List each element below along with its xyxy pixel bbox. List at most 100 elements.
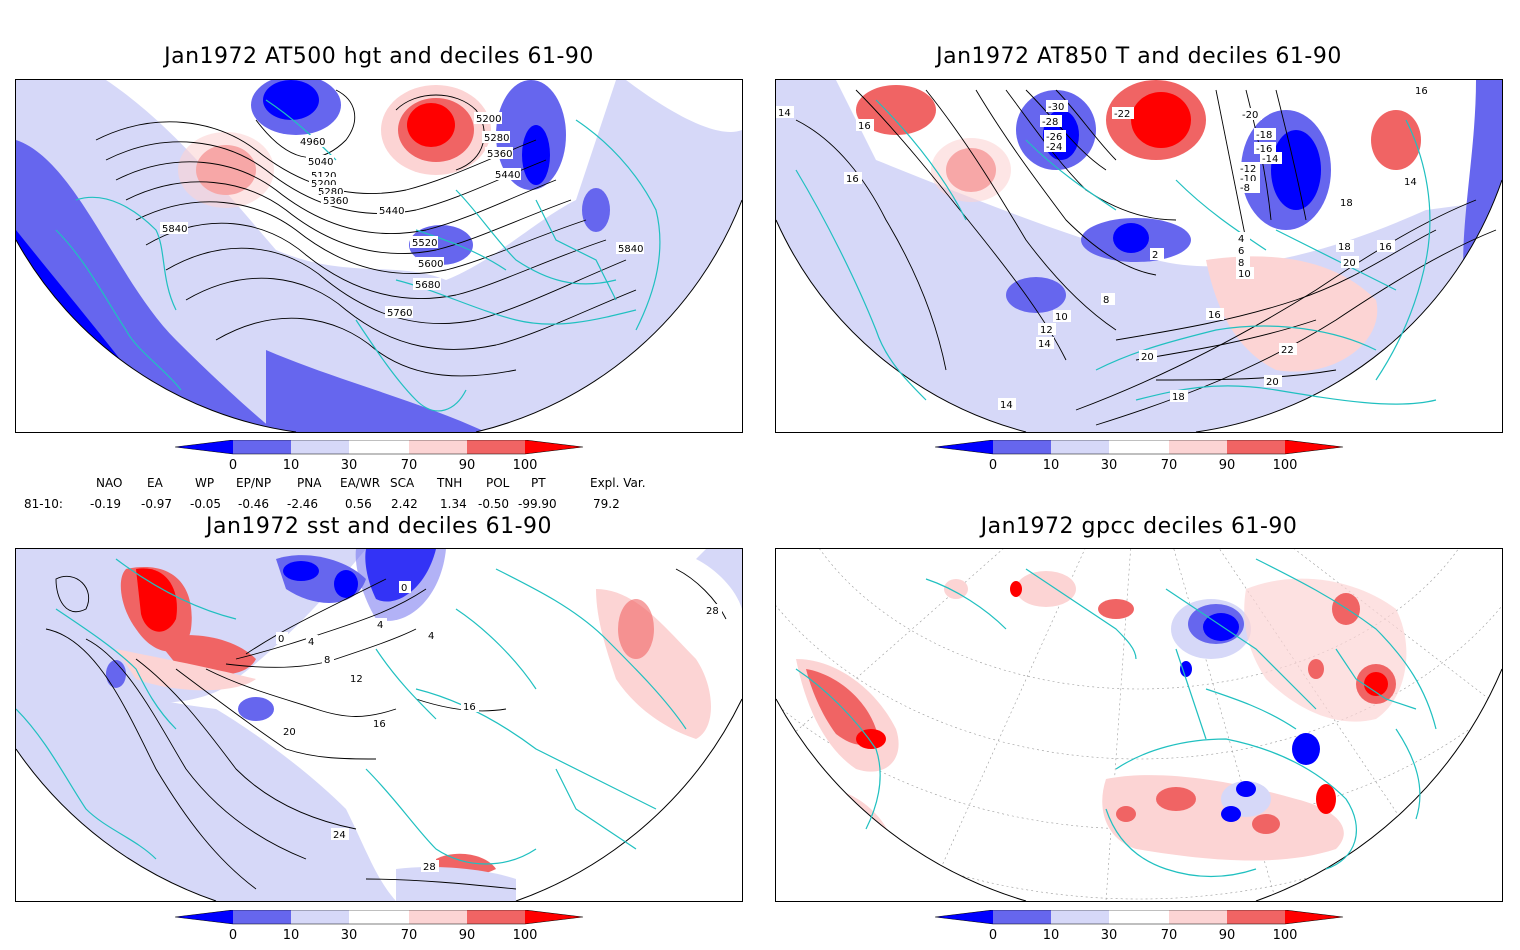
colorbar-swatch xyxy=(1285,440,1343,454)
contour-label: 14 xyxy=(1038,339,1051,350)
contour-label: 18 xyxy=(1338,242,1351,253)
colorbar-swatch xyxy=(291,440,349,454)
map-gpcc-canvas xyxy=(776,549,1502,901)
contour-label: -8 xyxy=(1240,183,1250,194)
colorbar-tick-label: 100 xyxy=(512,928,538,943)
coastlines xyxy=(795,558,1437,878)
colorbar-tick-label: 30 xyxy=(340,928,358,943)
contour-label: -14 xyxy=(1262,154,1278,165)
contour-label: 22 xyxy=(1281,345,1294,356)
colorbar-swatch xyxy=(935,910,993,924)
index-header: EA/WR xyxy=(340,476,381,490)
contour-label: 5360 xyxy=(487,149,512,160)
index-header: EP/NP xyxy=(236,476,272,490)
contour-label: 16 xyxy=(1379,242,1392,253)
colorbar-tick-label: 70 xyxy=(400,928,418,943)
colorbar-tick-label: 30 xyxy=(1100,928,1118,943)
map-hgt500-canvas: 4960 5040 5120 5200 5280 5360 5440 5520 … xyxy=(16,80,742,432)
teleconnection-index-table: NAO EA WP EP/NP PNA EA/WR SCA TNH POL PT… xyxy=(0,476,760,516)
contour-label: 16 xyxy=(846,174,859,185)
index-header: NAO xyxy=(96,476,123,490)
contour-label: 2 xyxy=(1152,250,1158,261)
index-value: 1.34 xyxy=(440,497,467,511)
index-header: WP xyxy=(195,476,215,490)
index-header: PNA xyxy=(297,476,322,490)
index-value: -2.46 xyxy=(287,497,319,511)
colorbar-swatch xyxy=(349,440,409,454)
index-header: SCA xyxy=(390,476,415,490)
colorbar-swatch xyxy=(349,910,409,924)
contour-label: 16 xyxy=(463,702,476,713)
colorbar-swatch xyxy=(233,440,291,454)
map-t850-canvas: 14 16 16 18 16 14 16 18 20 -30 -28 -26 -… xyxy=(776,80,1502,432)
contour-label: -20 xyxy=(1242,110,1258,121)
colorbar-tick-label: 100 xyxy=(1272,458,1298,473)
colorbar-swatch xyxy=(993,440,1051,454)
map-sst: 0 4 8 12 16 20 24 28 0 4 4 16 28 xyxy=(15,548,743,902)
decile-shading xyxy=(16,549,742,901)
contour-label: -30 xyxy=(1048,102,1064,113)
contour-label: -24 xyxy=(1046,142,1062,153)
contour-label: -10 xyxy=(1240,174,1256,185)
colorbar-tick-label: 70 xyxy=(400,458,418,473)
colorbar-top-left: 0 10 30 70 90 100 xyxy=(174,439,585,480)
colorbar-tick-label: 10 xyxy=(1042,928,1060,943)
contour-label: 20 xyxy=(1141,352,1154,363)
panel-title-hgt500: Jan1972 AT500 hgt and deciles 61-90 xyxy=(164,44,594,69)
colorbar-swatch xyxy=(1051,910,1109,924)
colorbar-swatches xyxy=(934,909,1344,925)
contour-label: 28 xyxy=(706,606,719,617)
index-value: 79.2 xyxy=(593,497,620,511)
contour-label: 16 xyxy=(858,121,871,132)
colorbar-swatch xyxy=(233,910,291,924)
contour-label: 6 xyxy=(1238,246,1244,257)
contour-label: 5280 xyxy=(484,133,509,144)
colorbar-swatch xyxy=(993,910,1051,924)
contour-label: 4 xyxy=(428,631,434,642)
index-value: -0.19 xyxy=(90,497,122,511)
contour-label: 14 xyxy=(1404,177,1417,188)
colorbar-swatch xyxy=(291,910,349,924)
contour-label: 5360 xyxy=(323,196,348,207)
contour-label: 4 xyxy=(377,620,383,631)
colorbar-swatch xyxy=(467,910,525,924)
colorbar-bottom-left: 0 10 30 70 90 100 xyxy=(174,909,585,950)
colorbar-tick-label: 90 xyxy=(458,928,476,943)
contour-label: 5280 xyxy=(318,187,343,198)
contour-label: 12 xyxy=(1040,325,1053,336)
index-header: PT xyxy=(531,476,546,490)
colorbar-swatch xyxy=(1227,910,1285,924)
colorbar-top-right: 0 10 30 70 90 100 xyxy=(934,439,1345,480)
colorbar-tick-label: 70 xyxy=(1160,458,1178,473)
temperature-contours xyxy=(795,89,1497,426)
colorbar-tick-label: 70 xyxy=(1160,928,1178,943)
colorbar-tick-label: 90 xyxy=(458,458,476,473)
contour-label: 4 xyxy=(1238,234,1244,245)
index-value: -0.05 xyxy=(190,497,222,511)
contour-label: 5200 xyxy=(311,179,336,190)
index-header: Expl. Var. xyxy=(590,476,646,490)
coastlines xyxy=(795,99,1437,405)
colorbar-swatch xyxy=(409,440,467,454)
colorbar-swatch xyxy=(525,440,583,454)
map-sst-canvas: 0 4 8 12 16 20 24 28 0 4 4 16 28 xyxy=(16,549,742,901)
contour-label: 0 xyxy=(401,583,407,594)
contour-label: 20 xyxy=(1266,377,1279,388)
contour-labels: 14 16 16 18 16 14 16 18 20 -30 -28 -26 -… xyxy=(776,84,1431,411)
panel-title-t850: Jan1972 AT850 T and deciles 61-90 xyxy=(936,44,1342,69)
hemisphere-edge xyxy=(16,239,297,432)
contour-label: 14 xyxy=(778,108,791,119)
colorbar-swatch xyxy=(1169,910,1227,924)
contour-label: 5760 xyxy=(387,308,412,319)
contour-label: 20 xyxy=(283,727,296,738)
colorbar-tick-label: 0 xyxy=(988,458,998,473)
contour-label: -22 xyxy=(1114,109,1130,120)
contour-label: 20 xyxy=(1343,258,1356,269)
decile-shading xyxy=(796,571,1407,861)
contour-label: 18 xyxy=(1172,392,1185,403)
colorbar-tick-label: 0 xyxy=(228,458,238,473)
contour-label: -26 xyxy=(1046,132,1062,143)
index-header: TNH xyxy=(437,476,463,490)
map-hgt500: 4960 5040 5120 5200 5280 5360 5440 5520 … xyxy=(15,79,743,433)
contour-label: 5040 xyxy=(308,157,333,168)
